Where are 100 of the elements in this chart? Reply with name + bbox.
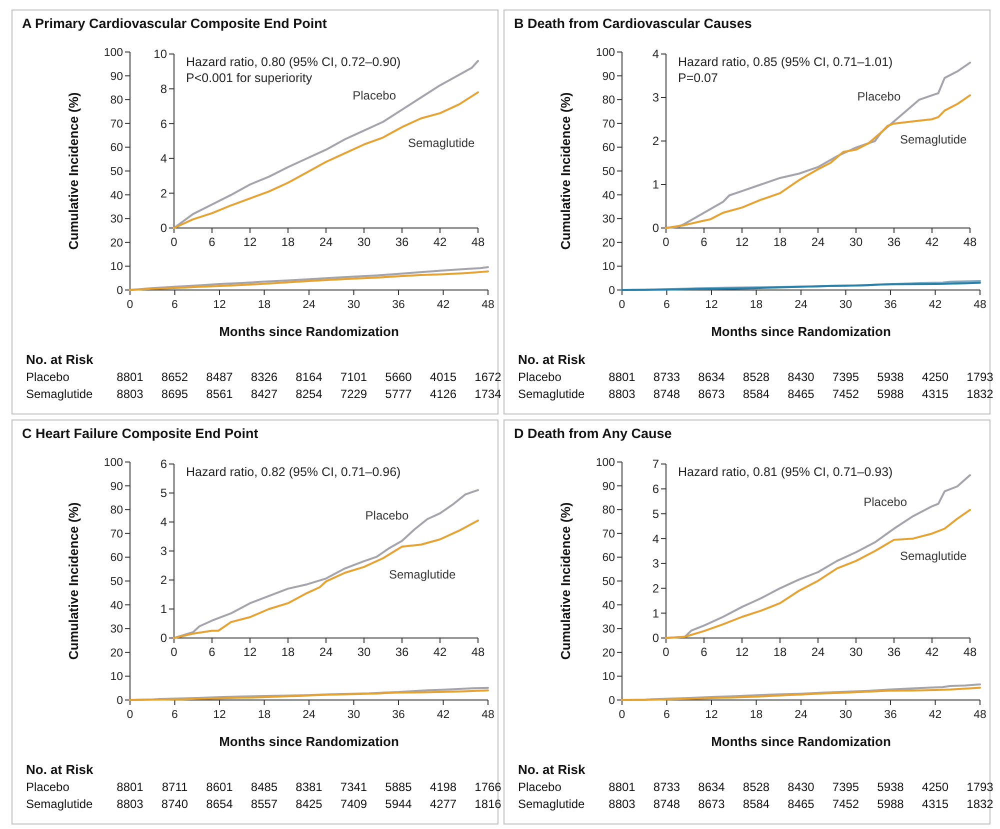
- text: Placebo 8801 8652 8487 8326 8164 7101 5660 4015 1672: [26, 370, 502, 384]
- y-tick-label: 50: [110, 576, 123, 588]
- y-tick-label: 2: [652, 581, 660, 596]
- y-tick-label: 20: [602, 647, 615, 660]
- y-tick-label: 60: [110, 142, 123, 154]
- y-tick-label: 5: [160, 486, 168, 500]
- x-tick-label: 30: [347, 709, 360, 721]
- y-tick-label: 2: [652, 134, 660, 148]
- x-tick-label: 42: [925, 645, 939, 659]
- chart-title: B Death from Cardiovascular Causes: [514, 16, 752, 31]
- y-tick-label: 100: [104, 47, 123, 60]
- y-tick-label: 100: [596, 47, 615, 60]
- x-axis-title: Months since Randomization: [711, 734, 891, 749]
- y-tick-label: 80: [602, 94, 615, 107]
- y-tick-label: 2: [160, 573, 168, 588]
- x-tick-label: 12: [705, 709, 718, 721]
- x-tick-label: 30: [849, 235, 863, 249]
- x-tick-label: 12: [735, 645, 749, 659]
- y-tick-label: 30: [602, 214, 615, 226]
- y-axis-title: Cumulative Incidence (%): [558, 92, 573, 250]
- x-tick-label: 6: [664, 299, 670, 311]
- text: No. at Risk: [518, 352, 586, 367]
- x-tick-label: 42: [433, 235, 447, 249]
- annotation: P=0.07: [678, 71, 718, 85]
- x-tick-label: 12: [243, 645, 257, 659]
- x-tick-label: 18: [773, 235, 787, 249]
- x-tick-label: 18: [773, 645, 787, 659]
- chart-title: C Heart Failure Composite End Point: [22, 426, 259, 441]
- x-tick-label: 0: [618, 709, 626, 721]
- y-tick-label: 8: [160, 82, 168, 96]
- y-tick-label: 4: [160, 515, 168, 530]
- y-tick-label: 4: [652, 47, 660, 62]
- y-tick-label: 20: [110, 237, 123, 250]
- x-tick-label: 24: [302, 299, 316, 311]
- x-tick-label: 48: [482, 709, 494, 721]
- y-tick-label: 70: [110, 118, 123, 130]
- text: No. at Risk: [518, 762, 586, 777]
- y-tick-label: 0: [116, 695, 123, 708]
- chart-title: A Primary Cardiovascular Composite End Point: [22, 16, 328, 31]
- y-tick-label: 5: [652, 506, 660, 521]
- series-label: Semaglutide: [900, 548, 968, 563]
- y-tick-label: 30: [110, 624, 123, 636]
- annotation: Hazard ratio, 0.85 (95% CI, 0.71–1.01): [678, 55, 893, 69]
- series-label: Placebo: [352, 88, 396, 103]
- x-tick-label: 24: [794, 709, 808, 721]
- y-tick-label: 2: [160, 186, 168, 200]
- x-tick-label: 0: [662, 645, 670, 659]
- x-tick-label: 18: [281, 235, 295, 249]
- x-tick-label: 48: [471, 235, 485, 249]
- x-tick-label: 18: [750, 299, 763, 311]
- y-tick-label: 20: [110, 647, 123, 660]
- x-tick-label: 24: [811, 235, 825, 249]
- y-tick-label: 60: [110, 552, 123, 564]
- x-tick-label: 36: [887, 235, 901, 249]
- annotation: Hazard ratio, 0.82 (95% CI, 0.71–0.96): [186, 465, 401, 479]
- y-tick-label: 0: [608, 695, 615, 708]
- x-tick-label: 30: [849, 645, 863, 659]
- x-tick-label: 24: [319, 235, 333, 249]
- x-tick-label: 30: [357, 645, 371, 659]
- x-tick-label: 6: [700, 235, 708, 249]
- x-tick-label: 24: [302, 709, 316, 721]
- x-tick-label: 6: [700, 645, 708, 659]
- y-axis-title: Cumulative Incidence (%): [66, 502, 81, 660]
- x-tick-label: 0: [126, 709, 134, 721]
- y-tick-label: 80: [110, 504, 123, 517]
- x-tick-label: 30: [839, 709, 852, 721]
- annotation: Hazard ratio, 0.80 (95% CI, 0.72–0.90): [186, 55, 401, 69]
- x-tick-label: 48: [974, 709, 986, 721]
- y-tick-label: 10: [110, 261, 123, 274]
- x-tick-label: 0: [170, 645, 178, 659]
- y-tick-label: 20: [602, 237, 615, 250]
- y-axis-title: Cumulative Incidence (%): [558, 502, 573, 660]
- x-tick-label: 30: [347, 299, 360, 311]
- chart-title: D Death from Any Cause: [514, 426, 672, 441]
- text: Semaglutide 8803 8748 8673 8584 8465 7452 5988 4315 1832: [518, 387, 994, 401]
- y-tick-label: 70: [110, 528, 123, 540]
- y-tick-label: 0: [608, 285, 615, 298]
- text: No. at Risk: [26, 352, 94, 367]
- y-tick-label: 0: [652, 631, 660, 646]
- y-tick-label: 40: [110, 190, 123, 202]
- x-tick-label: 18: [281, 645, 295, 659]
- x-tick-label: 6: [172, 709, 178, 721]
- text: Placebo 8801 8733 8634 8528 8430 7395 5938 4250 1793: [518, 370, 994, 384]
- y-tick-label: 0: [160, 631, 168, 646]
- y-tick-label: 0: [160, 221, 168, 236]
- x-tick-label: 42: [925, 235, 939, 249]
- series-label: Placebo: [857, 90, 901, 104]
- y-axis-title: Cumulative Incidence (%): [66, 92, 81, 250]
- y-tick-label: 50: [602, 166, 615, 178]
- y-tick-label: 1: [652, 178, 660, 192]
- x-tick-label: 36: [395, 645, 409, 659]
- text: Semaglutide 8803 8740 8654 8557 8425 7409 5944 4277 1816: [26, 797, 502, 811]
- y-tick-label: 60: [602, 552, 615, 564]
- y-tick-label: 3: [652, 90, 660, 105]
- y-tick-label: 1: [652, 606, 660, 620]
- x-tick-label: 0: [618, 299, 626, 311]
- y-tick-label: 0: [652, 221, 660, 236]
- y-tick-label: 30: [602, 624, 615, 636]
- y-tick-label: 4: [652, 532, 660, 546]
- y-tick-label: 4: [160, 152, 168, 166]
